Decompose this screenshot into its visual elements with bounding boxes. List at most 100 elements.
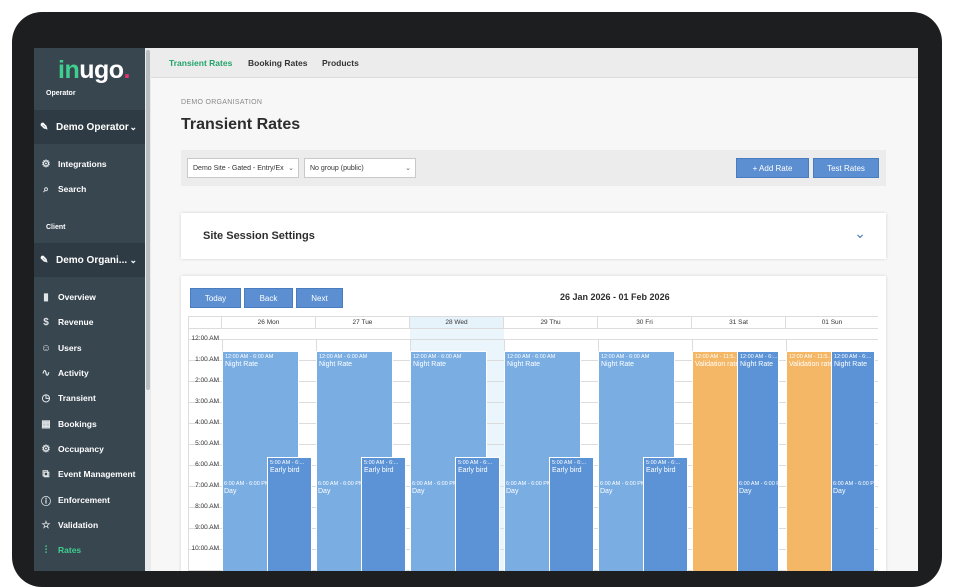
site-select-value: Demo Site - Gated - Entry/Ex [193, 164, 284, 172]
time-label: 3:00 AM [195, 398, 219, 405]
tab-booking-rates[interactable]: Booking Rates [248, 58, 308, 68]
day-header[interactable]: 29 Thu [504, 317, 598, 329]
sidebar-item-revenue[interactable]: $ Revenue [34, 311, 145, 333]
sidebar-item-rates[interactable]: ⫶ Rates [34, 539, 145, 561]
group-select[interactable]: No group (public) ⌄ [304, 158, 416, 178]
early-bird-event[interactable]: 5:00 AM - 6:... Early bird [267, 457, 312, 571]
early-bird-event[interactable]: 5:00 AM - 6:... Early bird [549, 457, 594, 571]
day-header[interactable]: 26 Mon [222, 317, 316, 329]
tab-products[interactable]: Products [322, 58, 359, 68]
early-bird-event[interactable]: 5:00 AM - 6:... Early bird [643, 457, 688, 571]
client-name: Demo Organi... [56, 254, 128, 266]
night-rate-event[interactable]: 12:00 AM - 6:... Night Rate [831, 351, 875, 571]
sidebar-item-transient[interactable]: ◷ Transient [34, 387, 145, 409]
time-label: 2:00 AM [195, 377, 219, 384]
client-selector[interactable]: ✎ Demo Organi... ⌄ [34, 243, 145, 277]
day-header[interactable]: 27 Tue [316, 317, 410, 329]
day-header-today[interactable]: 28 Wed [410, 317, 504, 329]
today-button[interactable]: Today [190, 288, 241, 308]
page-title: Transient Rates [181, 116, 301, 133]
site-select[interactable]: Demo Site - Gated - Entry/Ex ⌄ [187, 158, 299, 178]
gutter-header [189, 317, 222, 329]
activity-icon: ∿ [41, 367, 51, 379]
scrollbar-thumb[interactable] [146, 50, 150, 390]
sidebar-item-overview[interactable]: ▮ Overview [34, 286, 145, 308]
sidebar-item-label: Revenue [58, 317, 94, 327]
operator-section-label: Operator [46, 90, 76, 97]
client-section-label: Client [46, 224, 66, 231]
chevron-down-icon: ⌄ [405, 165, 411, 172]
time-label: 7:00 AM [195, 482, 219, 489]
sidebar-item-bookings[interactable]: ▦ Bookings [34, 413, 145, 435]
sidebar: inugo. Operator ✎ Demo Operator ⌄ ⚙ Inte… [34, 48, 145, 571]
breadcrumb[interactable]: DEMO ORGANISATION [181, 99, 263, 106]
edit-icon: ✎ [40, 121, 49, 133]
sidebar-item-occupancy[interactable]: ⚙ Occupancy [34, 438, 145, 460]
gear-icon: ⚙ [41, 158, 51, 170]
star-icon: ☆ [41, 519, 51, 531]
sidebar-item-validation[interactable]: ☆ Validation [34, 514, 145, 536]
sidebar-item-label: Activity [58, 368, 89, 378]
sidebar-item-event-management[interactable]: ⧉ Event Management [34, 463, 145, 485]
time-label: 5:00 AM [195, 440, 219, 447]
filter-bar: Demo Site - Gated - Entry/Ex ⌄ No group … [181, 150, 886, 186]
chevron-down-icon: ⌄ [129, 121, 137, 132]
calendar-icon: ▦ [41, 418, 51, 430]
inugo-logo[interactable]: inugo. [58, 56, 131, 84]
hour-line [189, 339, 878, 340]
sidebar-item-label: Search [58, 184, 87, 194]
dollar-icon: $ [43, 316, 49, 328]
sidebar-item-label: Event Management [58, 469, 136, 479]
day-header[interactable]: 01 Sun [786, 317, 878, 329]
sidebar-scrollbar[interactable] [145, 48, 151, 571]
operator-selector[interactable]: ✎ Demo Operator ⌄ [34, 110, 145, 144]
sidebar-item-label: Overview [58, 292, 96, 302]
day-header[interactable]: 31 Sat [692, 317, 786, 329]
chevron-down-icon[interactable]: ⌄ [854, 225, 866, 241]
clock-icon: ◷ [41, 392, 51, 404]
chevron-down-icon: ⌄ [129, 254, 137, 265]
sidebar-item-label: Bookings [58, 419, 97, 429]
time-label: 9:00 AM [195, 524, 219, 531]
sidebar-item-enforcement[interactable]: ⓘ Enforcement [34, 489, 145, 511]
sidebar-item-label: Integrations [58, 159, 107, 169]
validation-rate-event[interactable]: 12:00 AM - 11:5... Validation rate [692, 351, 739, 571]
tab-transient-rates[interactable]: Transient Rates [169, 58, 233, 68]
sidebar-item-integrations[interactable]: ⚙ Integrations [34, 153, 145, 175]
validation-rate-event[interactable]: 12:00 AM - 11:5... Validation rate [786, 351, 833, 571]
alert-icon: ⓘ [41, 496, 51, 508]
early-bird-event[interactable]: 5:00 AM - 6:... Early bird [455, 457, 500, 571]
week-calendar-grid: 26 Mon 27 Tue 28 Wed 29 Thu 30 Fri 31 Sa… [188, 316, 878, 571]
gear-icon: ⚙ [41, 443, 51, 455]
users-icon: ☺ [40, 342, 52, 354]
sidebar-item-label: Validation [58, 520, 99, 530]
search-icon: ⌕ [43, 183, 49, 195]
sidebar-item-label: Rates [58, 545, 82, 555]
sliders-icon: ⫶ [44, 544, 48, 556]
test-rates-button[interactable]: Test Rates [813, 158, 879, 178]
site-session-settings-card[interactable]: Site Session Settings ⌄ [181, 213, 886, 259]
sidebar-item-users[interactable]: ☺ Users [34, 337, 145, 359]
next-button[interactable]: Next [296, 288, 343, 308]
time-label: 10:00 AM [191, 545, 219, 552]
early-bird-event[interactable]: 5:00 AM - 6:... Early bird [361, 457, 406, 571]
top-tabs: Transient Rates Booking Rates Products [151, 48, 918, 78]
sidebar-item-label: Occupancy [58, 444, 104, 454]
back-button[interactable]: Back [244, 288, 293, 308]
time-label: 12:00 AM [191, 335, 219, 342]
site-session-settings-title: Site Session Settings [203, 230, 315, 242]
sidebar-item-label: Transient [58, 393, 96, 403]
date-range: 26 Jan 2026 - 01 Feb 2026 [560, 292, 670, 302]
add-rate-button[interactable]: + Add Rate [736, 158, 809, 178]
day-header[interactable]: 30 Fri [598, 317, 692, 329]
night-rate-event[interactable]: 12:00 AM - 6:... Night Rate [737, 351, 779, 571]
sidebar-item-activity[interactable]: ∿ Activity [34, 362, 145, 384]
sidebar-item-search[interactable]: ⌕ Search [34, 178, 145, 200]
